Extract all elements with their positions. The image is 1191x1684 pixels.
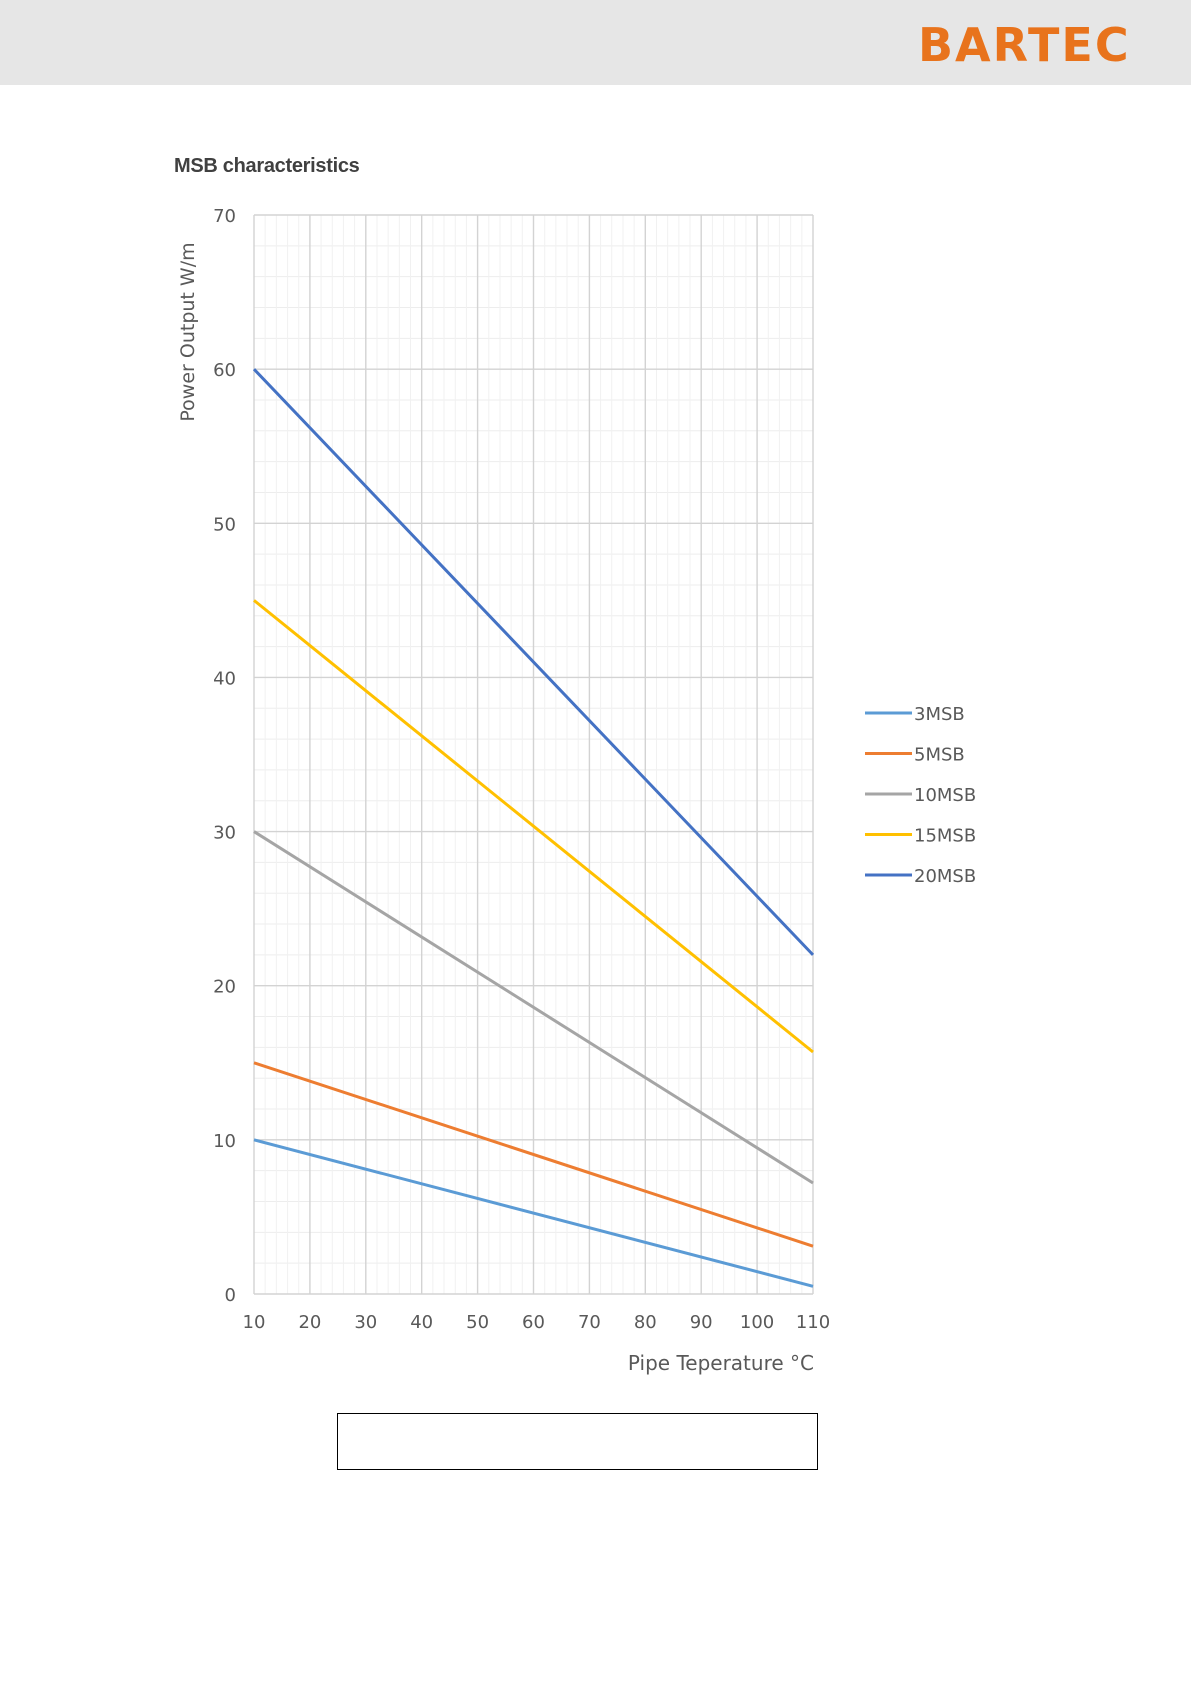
x-tick-label: 90 — [690, 1312, 713, 1333]
x-tick-label: 40 — [410, 1312, 433, 1333]
y-tick-label: 40 — [213, 668, 236, 689]
legend-entry-20msb: 20MSB — [865, 866, 976, 887]
legend-label: 15MSB — [914, 826, 976, 847]
legend-entry-15msb: 15MSB — [865, 826, 976, 847]
caption-box — [337, 1413, 818, 1470]
y-tick-label: 30 — [213, 823, 236, 844]
x-tick-label: 80 — [634, 1312, 657, 1333]
x-tick-label: 110 — [796, 1312, 830, 1333]
series-line-3msb — [253, 1138, 814, 1288]
legend-entry-10msb: 10MSB — [865, 785, 976, 806]
x-tick-label: 70 — [578, 1312, 601, 1333]
legend-entry-5msb: 5MSB — [865, 745, 965, 766]
x-tick-label: 10 — [243, 1312, 266, 1333]
y-tick-label: 0 — [225, 1285, 236, 1306]
legend-layer: 3MSB 5MSB 10MSB 15MSB 20MSB — [865, 704, 976, 887]
series-line-5msb — [253, 1061, 814, 1248]
y-tick-label: 20 — [213, 977, 236, 998]
series-line-10msb — [253, 830, 814, 1185]
page-header: BARTEC — [0, 0, 1191, 85]
series-layer — [252, 368, 815, 1288]
x-tick-label: 50 — [466, 1312, 489, 1333]
axis-layer: 0 10 20 30 40 50 60 70 10 20 30 40 50 60 70 80 90 100 110 — [213, 206, 830, 1333]
legend-label: 3MSB — [914, 704, 965, 725]
x-tick-label: 60 — [522, 1312, 545, 1333]
grid-layer — [253, 214, 814, 1295]
y-tick-label: 50 — [213, 514, 236, 535]
y-axis-label: Power Output W/m — [177, 242, 199, 421]
x-axis-label: Pipe Teperature °C — [628, 1351, 814, 1375]
x-tick-label: 30 — [354, 1312, 377, 1333]
legend-label: 10MSB — [914, 785, 976, 806]
y-tick-label: 10 — [213, 1131, 236, 1152]
y-tick-label: 60 — [213, 360, 236, 381]
x-tick-label: 100 — [740, 1312, 774, 1333]
legend-label: 20MSB — [914, 866, 976, 887]
chart-title: MSB characteristics — [174, 155, 360, 177]
series-line-15msb — [253, 599, 814, 1054]
legend-label: 5MSB — [914, 745, 965, 766]
bartec-logo: BARTEC — [918, 18, 1131, 72]
series-line-20msb — [252, 368, 815, 956]
legend-entry-3msb: 3MSB — [865, 704, 965, 725]
y-tick-label: 70 — [213, 206, 236, 227]
x-tick-label: 20 — [298, 1312, 321, 1333]
